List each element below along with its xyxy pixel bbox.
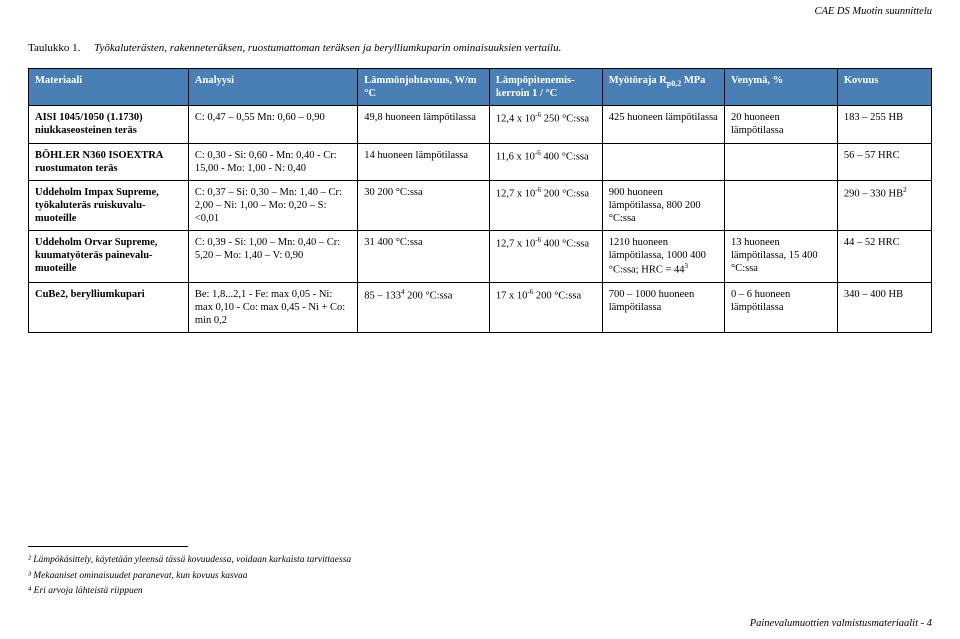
table-cell: Uddeholm Orvar Supreme, kuumatyöteräs pa… <box>29 231 189 283</box>
table-cell <box>602 143 724 180</box>
table-cell: C: 0,39 - Si: 1,00 – Mn: 0,40 – Cr: 5,20… <box>188 231 357 283</box>
table-cell: 12,4 x 10-6 250 °C:ssa <box>489 106 602 143</box>
table-cell: 1210 huoneen lämpötilassa, 1000 400 °C:s… <box>602 231 724 283</box>
caption-text: Työkaluterästen, rakenneteräksen, ruostu… <box>94 42 561 54</box>
table-row: BÖHLER N360 ISOEXTRA ruostumaton teräsC:… <box>29 143 932 180</box>
table-row: CuBe2, berylliumkupariBe: 1,8...2,1 - Fe… <box>29 283 932 333</box>
footnote: ² Lämpökäsittely, käytetään yleensä täss… <box>28 553 351 568</box>
materials-table: MateriaaliAnalyysiLämmönjohtavuus, W/m °… <box>28 68 932 333</box>
table-cell <box>725 180 838 230</box>
table-cell: 340 – 400 HB <box>837 283 931 333</box>
table-cell: 12,7 x 10-6 400 °C:ssa <box>489 231 602 283</box>
table-cell: 425 huoneen lämpötilassa <box>602 106 724 143</box>
table-cell: 85 – 1334 200 °C:ssa <box>358 283 490 333</box>
table-cell: 17 x 10-6 200 °C:ssa <box>489 283 602 333</box>
table-body: AISI 1045/1050 (1.1730) niukkaseosteinen… <box>29 106 932 333</box>
footnote: ⁴ Eri arvoja lähteistä riippuen <box>28 584 351 599</box>
table-header-cell: Myötöraja Rp0,2 MPa <box>602 69 724 106</box>
table-cell: 13 huoneen lämpötilassa, 15 400 °C:ssa <box>725 231 838 283</box>
table-cell: 14 huoneen lämpötilassa <box>358 143 490 180</box>
table-row: AISI 1045/1050 (1.1730) niukkaseosteinen… <box>29 106 932 143</box>
table-cell: C: 0,37 – Si: 0,30 – Mn: 1,40 – Cr: 2,00… <box>188 180 357 230</box>
table-cell: CuBe2, berylliumkupari <box>29 283 189 333</box>
table-row: Uddeholm Orvar Supreme, kuumatyöteräs pa… <box>29 231 932 283</box>
table-cell: BÖHLER N360 ISOEXTRA ruostumaton teräs <box>29 143 189 180</box>
table-cell: 31 400 °C:ssa <box>358 231 490 283</box>
table-cell: 183 – 255 HB <box>837 106 931 143</box>
table-cell: C: 0,30 - Si: 0,60 - Mn: 0,40 - Cr: 15,0… <box>188 143 357 180</box>
table-cell: Uddeholm Impax Supreme, työkaluteräs rui… <box>29 180 189 230</box>
table-cell: C: 0,47 – 0,55 Mn: 0,60 – 0,90 <box>188 106 357 143</box>
header-right: CAE DS Muotin suunnittelu <box>814 6 932 17</box>
table-header-cell: Lämpöpitenemis-kerroin 1 / °C <box>489 69 602 106</box>
table-cell <box>725 143 838 180</box>
table-header-cell: Materiaali <box>29 69 189 106</box>
table-cell: 900 huoneen lämpötilassa, 800 200 °C:ssa <box>602 180 724 230</box>
table-header-cell: Kovuus <box>837 69 931 106</box>
table-cell: 49,8 huoneen lämpötilassa <box>358 106 490 143</box>
table-cell: 30 200 °C:ssa <box>358 180 490 230</box>
footnote: ³ Mekaaniset ominaisuudet paranevat, kun… <box>28 569 351 584</box>
table-caption: Taulukko 1. Työkaluterästen, rakenneterä… <box>28 42 932 54</box>
table-cell: 290 – 330 HB2 <box>837 180 931 230</box>
table-cell: 44 – 52 HRC <box>837 231 931 283</box>
table-header-cell: Analyysi <box>188 69 357 106</box>
table-row: Uddeholm Impax Supreme, työkaluteräs rui… <box>29 180 932 230</box>
table-cell: Be: 1,8...2,1 - Fe: max 0,05 - Ni: max 0… <box>188 283 357 333</box>
table-cell: 700 – 1000 huoneen lämpötilassa <box>602 283 724 333</box>
table-cell: 0 – 6 huoneen lämpötilassa <box>725 283 838 333</box>
table-cell: 56 – 57 HRC <box>837 143 931 180</box>
table-cell: 11,6 x 10-6 400 °C:ssa <box>489 143 602 180</box>
caption-label: Taulukko 1. <box>28 42 80 54</box>
footnotes: ² Lämpökäsittely, käytetään yleensä täss… <box>28 546 351 599</box>
table-header-row: MateriaaliAnalyysiLämmönjohtavuus, W/m °… <box>29 69 932 106</box>
table-header-cell: Lämmönjohtavuus, W/m °C <box>358 69 490 106</box>
table-cell: 12,7 x 10-6 200 °C:ssa <box>489 180 602 230</box>
table-cell: 20 huoneen lämpötilassa <box>725 106 838 143</box>
footer-right: Painevalumuottien valmistusmateriaalit -… <box>750 618 932 629</box>
table-cell: AISI 1045/1050 (1.1730) niukkaseosteinen… <box>29 106 189 143</box>
table-header-cell: Venymä, % <box>725 69 838 106</box>
